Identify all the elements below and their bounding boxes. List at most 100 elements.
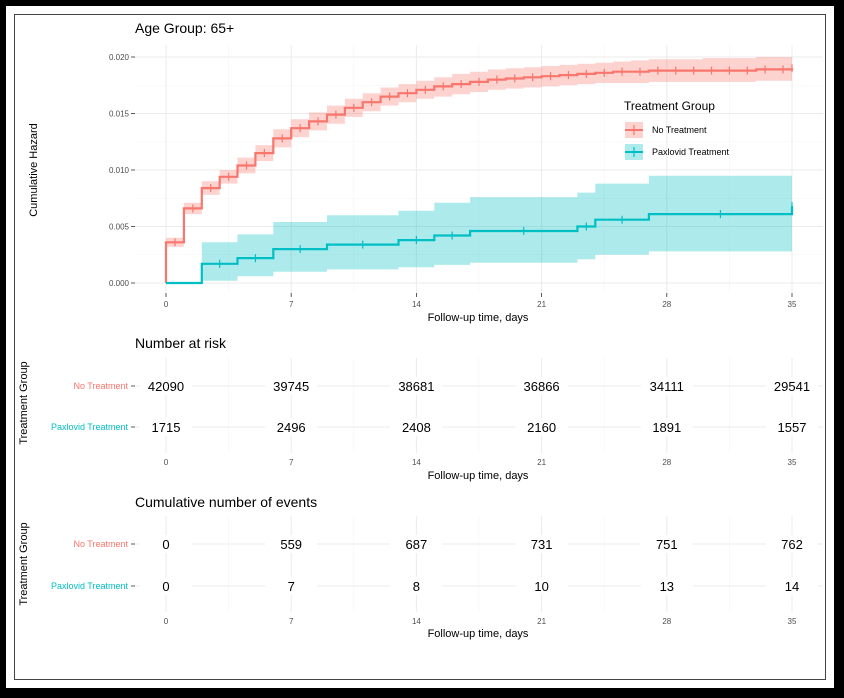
table-x-tick-label: 28 (662, 458, 671, 467)
x-tick-label: 28 (662, 300, 671, 309)
table-cell: 0 (162, 537, 169, 552)
cell-bg (390, 377, 443, 395)
table-cell: 1715 (152, 420, 181, 435)
hazard-line-0 (164, 68, 794, 283)
y-tick-label: 0.010 (109, 166, 130, 175)
cell-bg (640, 418, 693, 436)
row-label: No Treatment (73, 381, 128, 391)
table-cell: 762 (781, 537, 803, 552)
row-label: Paxlovid Treatment (51, 581, 129, 591)
table-cell: 2160 (527, 420, 556, 435)
confidence-bands (166, 55, 792, 283)
table-x-tick-label: 0 (164, 617, 169, 626)
events-table-grid (135, 516, 823, 612)
table-cell: 14 (785, 579, 799, 594)
y-tick-label: 0.015 (109, 110, 130, 119)
cell-bg (390, 577, 443, 595)
table-cell: 13 (660, 579, 674, 594)
y-tick-label: 0.005 (109, 223, 130, 232)
table-cell: 39745 (273, 379, 309, 394)
x-tick-label: 14 (412, 300, 421, 309)
events-table-title: Cumulative number of events (135, 494, 317, 510)
hazard-grid (135, 45, 823, 293)
cell-bg (515, 577, 568, 595)
table-cell: 29541 (774, 379, 810, 394)
x-tick-label: 35 (788, 300, 797, 309)
events-table: Cumulative number of events No Treatment… (18, 494, 823, 640)
risk-table-cells: No Treatment 42090 39745 38681 36866 34111 295… (51, 377, 818, 436)
table-x-tick-label: 14 (412, 617, 421, 626)
table-cell: 42090 (148, 379, 184, 394)
cell-bg (640, 535, 693, 553)
table-cell: 2408 (402, 420, 431, 435)
ci-band-1 (166, 175, 792, 283)
table-x-tick-label: 14 (412, 458, 421, 467)
x-axis-ticks: 0 7 14 21 28 35 (164, 293, 797, 309)
table-x-tick-label: 21 (537, 458, 546, 467)
table-x-tick-label: 28 (662, 617, 671, 626)
cell-bg (140, 418, 192, 436)
cell-bg (265, 418, 318, 436)
cell-bg (390, 535, 443, 553)
cell-bg (390, 418, 443, 436)
legend-label-1: Paxlovid Treatment (652, 147, 730, 157)
x-tick-label: 21 (537, 300, 546, 309)
table-cell: 38681 (398, 379, 434, 394)
table-x-tick-label: 35 (788, 458, 797, 467)
table-x-tick-label: 7 (289, 458, 294, 467)
table-cell: 751 (656, 537, 678, 552)
y-tick-label: 0.000 (109, 279, 130, 288)
table-cell: 2496 (277, 420, 306, 435)
table-cell: 1891 (652, 420, 681, 435)
ci-band-0 (166, 55, 792, 247)
table-cell: 1557 (778, 420, 807, 435)
hazard-plot: Age Group: 65+ 0.000 0.005 0.010 0.015 0.020… (28, 20, 823, 324)
legend-title: Treatment Group (624, 99, 715, 113)
cell-bg (640, 577, 693, 595)
risk-table-grid (135, 358, 823, 453)
events-table-x-label: Follow-up time, days (428, 628, 529, 640)
table-x-tick-label: 7 (289, 617, 294, 626)
cell-bg (140, 535, 192, 553)
table-x-tick-label: 0 (164, 458, 169, 467)
cell-bg (766, 377, 818, 395)
table-cell: 731 (531, 537, 553, 552)
cell-bg (766, 535, 818, 553)
risk-table-x-ticks: 0 7 14 21 28 35 (164, 458, 797, 467)
cell-bg (766, 418, 818, 436)
risk-table-title: Number at risk (135, 335, 227, 351)
events-table-cells: No Treatment 0 559 687 731 751 762 Paxlovid Tre… (51, 535, 818, 595)
cell-bg (515, 377, 568, 395)
cell-bg (265, 535, 318, 553)
y-axis-label: Cumulative Hazard (28, 123, 40, 217)
figure-panel (14, 14, 826, 680)
hazard-line-1 (166, 206, 794, 285)
cell-bg (265, 577, 318, 595)
cell-bg (640, 377, 693, 395)
x-tick-label: 0 (164, 300, 169, 309)
y-tick-label: 0.020 (109, 53, 130, 62)
table-cell: 7 (288, 579, 295, 594)
risk-table-y-label: Treatment Group (18, 361, 30, 444)
x-axis-label: Follow-up time, days (428, 312, 529, 324)
cell-bg (515, 535, 568, 553)
legend-label-0: No Treatment (652, 125, 707, 135)
cell-bg (515, 418, 568, 436)
table-x-tick-label: 35 (788, 617, 797, 626)
figure-frame (6, 6, 834, 688)
row-label: Paxlovid Treatment (51, 422, 129, 432)
cell-bg (140, 377, 192, 395)
plot-title: Age Group: 65+ (135, 20, 234, 36)
table-cell: 0 (162, 579, 169, 594)
y-axis-ticks: 0.000 0.005 0.010 0.015 0.020 (109, 53, 135, 288)
events-table-x-ticks: 0 7 14 21 28 35 (164, 617, 797, 626)
cell-bg (140, 577, 192, 595)
table-x-tick-label: 21 (537, 617, 546, 626)
row-label: No Treatment (73, 539, 128, 549)
cell-bg (265, 377, 318, 395)
risk-table: Number at risk No Treatment 42090 39745 386… (18, 335, 823, 482)
events-table-y-label: Treatment Group (18, 522, 30, 605)
legend: Treatment Group No Treatment Paxlovid Tre… (624, 99, 730, 160)
table-cell: 559 (280, 537, 302, 552)
